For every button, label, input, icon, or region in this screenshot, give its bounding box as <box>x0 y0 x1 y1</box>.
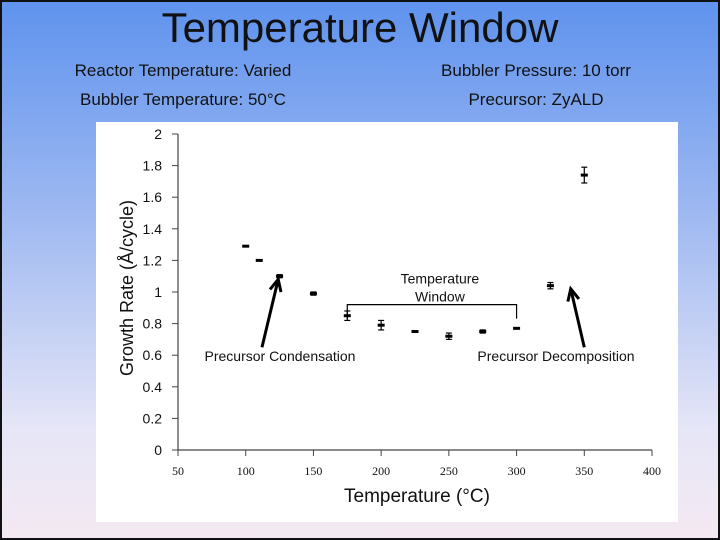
plot-area <box>96 122 678 522</box>
y-tick-label: 0.8 <box>143 316 163 332</box>
y-tick-label: 1.6 <box>143 189 163 205</box>
x-tick-label: 300 <box>508 464 526 478</box>
x-axis-label: Temperature (°C) <box>344 486 490 507</box>
data-point <box>242 244 250 248</box>
annotation-arrow-head <box>566 285 581 302</box>
precursor-decomposition-label: Precursor Decomposition <box>477 348 634 364</box>
y-tick-label: 1 <box>154 284 162 300</box>
y-tick-label: 0.4 <box>143 379 163 395</box>
temperature-window-label: Window <box>415 289 466 305</box>
annotation-arrow-head <box>268 276 283 293</box>
y-tick-label: 0.6 <box>143 347 163 363</box>
data-point <box>513 326 521 330</box>
x-tick-label: 250 <box>440 464 458 478</box>
slide-title: Temperature Window <box>161 4 559 51</box>
x-tick-label: 200 <box>372 464 390 478</box>
x-tick-label: 100 <box>237 464 255 478</box>
precursor-condensation-label: Precursor Condensation <box>205 348 356 364</box>
temperature-window-label: Temperature <box>401 271 480 287</box>
data-point <box>411 330 419 333</box>
data-point <box>255 258 263 262</box>
precursor-text: Precursor: ZyALD <box>468 90 604 109</box>
y-axis-label: Growth Rate (Å/cycle) <box>117 200 137 376</box>
y-tick-label: 1.2 <box>143 252 163 268</box>
reactor-temperature-text: Reactor Temperature: Varied <box>74 61 292 80</box>
annotation-arrow-shaft <box>260 279 280 348</box>
y-tick-label: 1.8 <box>143 158 163 174</box>
x-tick-label: 50 <box>172 464 184 478</box>
annotation-arrow-shaft <box>569 288 586 348</box>
x-tick-label: 150 <box>304 464 322 478</box>
y-tick-label: 1.4 <box>143 221 163 237</box>
bubbler-pressure-text: Bubbler Pressure: 10 torr <box>441 61 631 80</box>
bubbler-temperature-text: Bubbler Temperature: 50°C <box>80 90 286 109</box>
y-tick-label: 2 <box>154 126 162 142</box>
x-tick-label: 400 <box>643 464 661 478</box>
y-tick-label: 0 <box>154 442 162 458</box>
y-tick-label: 0.2 <box>143 410 163 426</box>
x-tick-label: 350 <box>575 464 593 478</box>
temperature-window-bracket <box>346 304 518 319</box>
